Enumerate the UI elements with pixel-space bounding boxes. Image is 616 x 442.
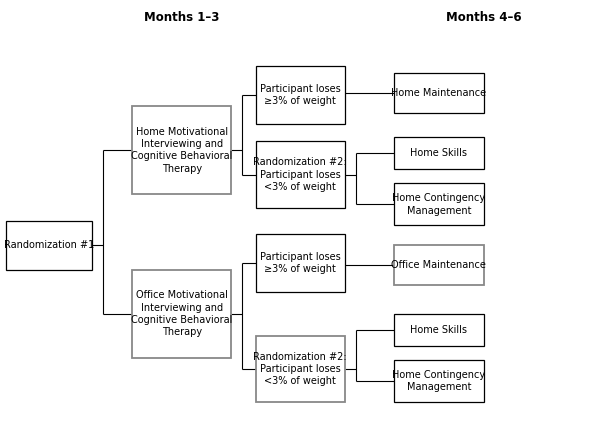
Text: Home Contingency
Management: Home Contingency Management [392,193,485,216]
Text: Home Maintenance: Home Maintenance [391,88,487,98]
FancyBboxPatch shape [394,183,484,225]
FancyBboxPatch shape [256,234,345,292]
FancyBboxPatch shape [132,270,231,358]
Text: Office Maintenance: Office Maintenance [391,260,487,270]
Text: Randomization #2:
Participant loses
<3% of weight: Randomization #2: Participant loses <3% … [254,157,347,192]
Text: Months 1–3: Months 1–3 [144,11,219,24]
FancyBboxPatch shape [394,73,484,113]
FancyBboxPatch shape [132,106,231,194]
Text: Office Motivational
Interviewing and
Cognitive Behavioral
Therapy: Office Motivational Interviewing and Cog… [131,290,232,337]
Text: Randomization #1: Randomization #1 [4,240,94,250]
Text: Home Contingency
Management: Home Contingency Management [392,370,485,392]
Text: Participant loses
≥3% of weight: Participant loses ≥3% of weight [260,252,341,274]
Text: Home Motivational
Interviewing and
Cognitive Behavioral
Therapy: Home Motivational Interviewing and Cogni… [131,127,232,174]
FancyBboxPatch shape [394,314,484,346]
Text: Home Skills: Home Skills [410,325,468,335]
FancyBboxPatch shape [394,245,484,285]
FancyBboxPatch shape [394,137,484,169]
Text: Participant loses
≥3% of weight: Participant loses ≥3% of weight [260,84,341,106]
FancyBboxPatch shape [256,141,345,208]
Text: Home Skills: Home Skills [410,148,468,158]
FancyBboxPatch shape [256,336,345,402]
FancyBboxPatch shape [256,66,345,124]
Text: Months 4–6: Months 4–6 [446,11,521,24]
FancyBboxPatch shape [394,360,484,402]
FancyBboxPatch shape [6,221,92,270]
Text: Randomization #2:
Participant loses
<3% of weight: Randomization #2: Participant loses <3% … [254,352,347,386]
